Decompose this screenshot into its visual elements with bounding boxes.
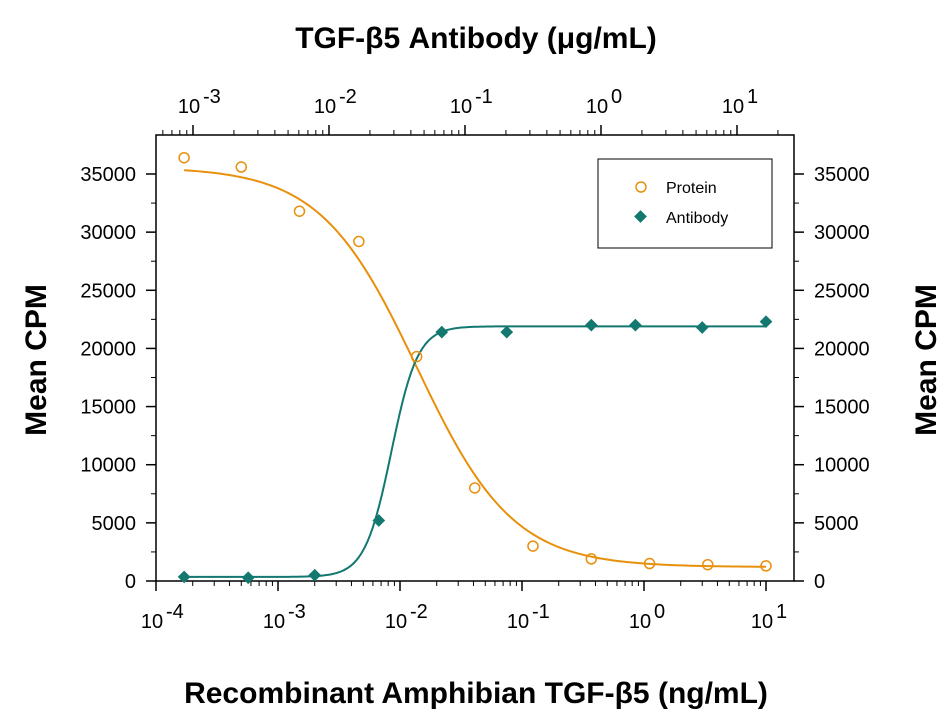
point-protein (410, 350, 423, 363)
x-top-tick-label: 10 (586, 96, 608, 118)
point-protein (701, 558, 714, 571)
x-bottom-tick-exponent: -2 (410, 601, 428, 623)
y-right-tick-label: 30000 (814, 222, 870, 244)
point-protein (293, 205, 306, 217)
legend: Protein Antibody (597, 158, 773, 249)
fit-curves (184, 169, 767, 578)
y-right-tick-label: 25000 (814, 280, 870, 302)
y-left-tick-label: 5000 (92, 513, 137, 535)
top-axis-title: TGF-β5 Antibody (μg/mL) (295, 22, 657, 55)
x-bottom-tick-exponent: -1 (532, 601, 550, 623)
point-antibody (695, 321, 709, 334)
y-right-tick-label: 0 (814, 571, 825, 593)
point-protein (353, 235, 365, 248)
x-top-tick-exponent: -2 (339, 86, 357, 108)
x-top-tick-exponent: 1 (747, 86, 758, 108)
fit-curve-protein (184, 169, 767, 568)
y-left-tick-label: 20000 (80, 338, 136, 360)
legend-label-antibody: Antibody (666, 210, 728, 227)
y-axis-title-left: Mean CPM (20, 284, 53, 436)
y-left-tick-label: 25000 (80, 280, 136, 302)
point-protein (527, 540, 539, 552)
x-bottom-tick-exponent: -4 (166, 601, 184, 623)
point-protein (178, 151, 190, 164)
y-right-tick-label: 10000 (814, 455, 870, 477)
point-antibody (629, 318, 642, 332)
fit-curve-antibody (184, 325, 766, 578)
point-antibody (241, 571, 255, 585)
legend-marker-protein (635, 181, 647, 193)
y-axis-title-right: Mean CPM (910, 284, 943, 436)
point-antibody (308, 568, 322, 582)
point-protein (760, 560, 772, 572)
point-protein (235, 161, 248, 173)
x-top-tick-exponent: -3 (203, 86, 221, 108)
x-top-tick-label: 10 (178, 96, 200, 118)
legend-label-protein: Protein (666, 180, 717, 197)
y-left-tick-label: 0 (125, 571, 136, 593)
x-bottom-tick-label: 10 (141, 611, 163, 633)
x-bottom-tick-label: 10 (385, 611, 407, 633)
x-top-tick-exponent: -1 (475, 86, 493, 108)
x-bottom-tick-label: 10 (507, 611, 529, 633)
x-bottom-tick-label: 10 (263, 611, 285, 633)
point-protein (585, 553, 598, 565)
point-antibody (500, 325, 514, 339)
x-bottom-tick-label: 10 (629, 611, 651, 633)
y-right-tick-label: 35000 (814, 164, 870, 186)
point-antibody (584, 318, 598, 332)
x-top-tick-exponent: 0 (611, 86, 622, 108)
point-antibody (435, 325, 449, 339)
x-top-tick-label: 10 (722, 96, 744, 118)
plot-frame (155, 134, 795, 582)
y-right-tick-label: 5000 (814, 513, 859, 535)
y-left-tick-label: 15000 (80, 397, 136, 419)
x-top-tick-label: 10 (314, 96, 336, 118)
x-axis-title: Recombinant Amphibian TGF-β5 (ng/mL) (184, 677, 768, 710)
y-right-tick-label: 15000 (814, 397, 870, 419)
x-bottom-tick-exponent: -3 (288, 601, 306, 623)
x-bottom-tick-exponent: 0 (654, 601, 665, 623)
x-bottom-tick-label: 10 (751, 611, 773, 633)
x-top-tick-label: 10 (450, 96, 472, 118)
y-left-tick-label: 10000 (80, 455, 136, 477)
y-left-tick-label: 35000 (80, 164, 136, 186)
y-left-tick-label: 30000 (80, 222, 136, 244)
x-bottom-tick-exponent: 1 (776, 601, 787, 623)
y-right-tick-label: 20000 (814, 338, 870, 360)
legend-box (597, 158, 773, 249)
point-protein (643, 557, 656, 570)
ticks-layer: 10 -4 10 -3 10 -2 10 -1 10 0 10 110 -3 10 -2 10 -1 10 0 10 1… (80, 86, 869, 633)
data-points (177, 151, 773, 585)
point-protein (469, 482, 481, 494)
